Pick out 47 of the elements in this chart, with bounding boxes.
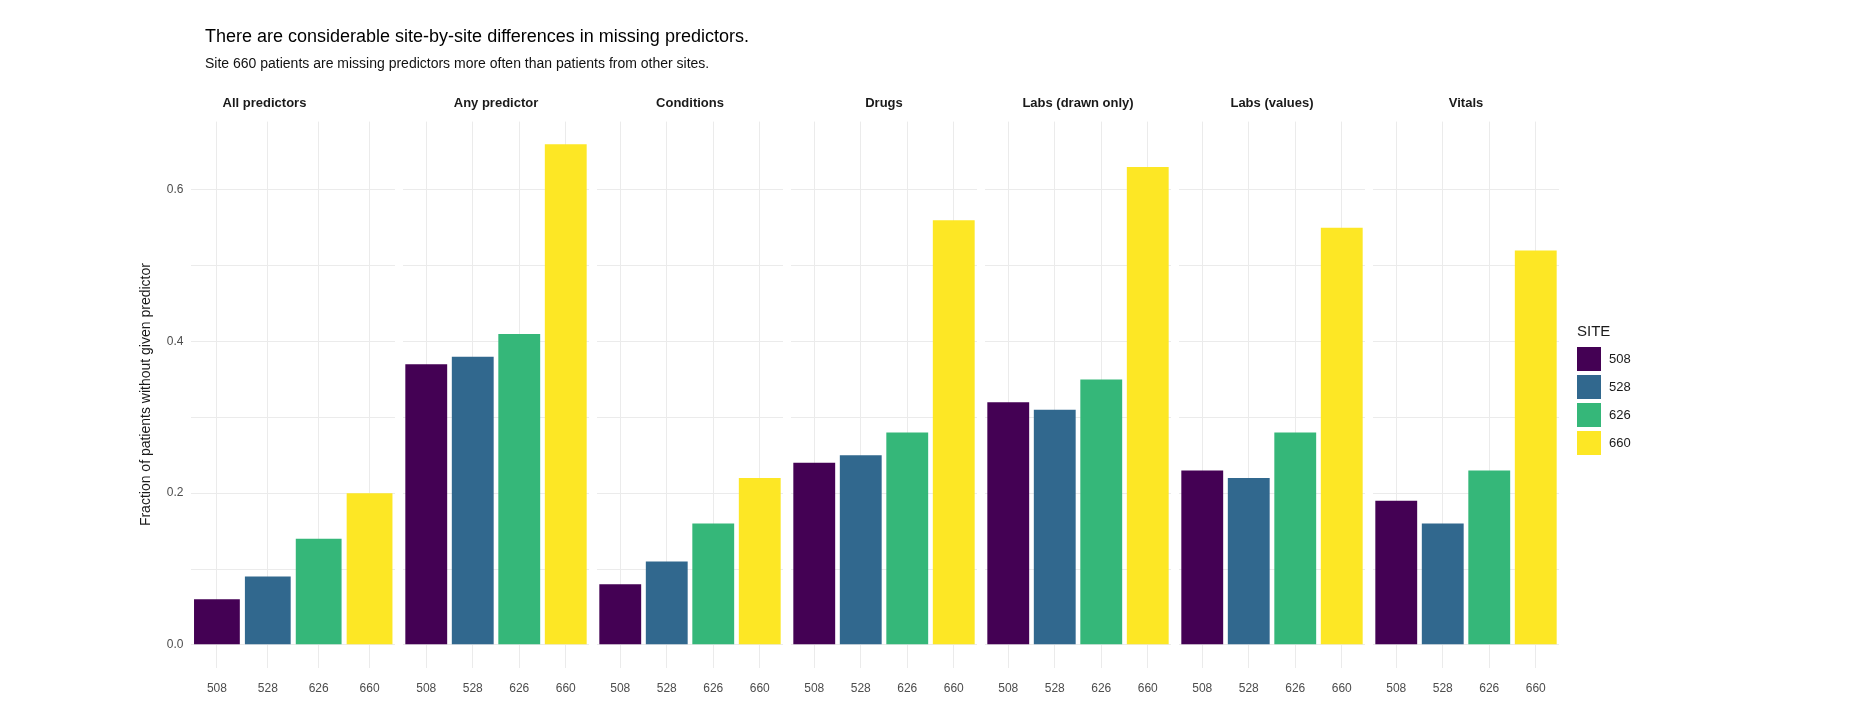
x-tick-label: 528 [1238,681,1260,696]
x-tick-label: 660 [1525,681,1547,696]
x-tick-label: 660 [1137,681,1159,696]
x-tick-label: 508 [206,681,228,696]
x-tick-label: 626 [897,681,918,696]
x-tick-label: 660 [749,681,771,696]
x-tick-label: 626 [509,681,530,696]
legend-label: 660 [1609,435,1631,450]
x-tick-label: 528 [462,681,484,696]
x-tick-label: 626 [308,681,330,696]
x-tick-label: 660 [1331,681,1353,696]
x-tick-label: 508 [998,681,1019,696]
x-tick-label: 508 [1192,681,1213,696]
x-tick-label: 660 [359,681,380,696]
x-tick-label: 528 [1432,681,1454,696]
legend-label: 528 [1609,379,1631,394]
x-tick-label: 508 [416,681,437,696]
chart-title: Any predictor [453,95,539,111]
y-tick-label: 0.0 [166,637,184,652]
legend-title: SITE [1577,321,1612,339]
y-tick-label: 0.2 [166,485,184,500]
x-tick-label: 660 [943,681,965,696]
x-tick-label: 660 [555,681,577,696]
x-tick-label: 626 [1091,681,1112,696]
legend-label: 508 [1609,351,1631,366]
chart-title: Labs (values) [1230,95,1314,111]
x-tick-label: 528 [1044,681,1066,696]
x-tick-label: 508 [610,681,631,696]
x-tick-label: 528 [257,681,279,696]
x-tick-label: 626 [703,681,724,696]
x-tick-label: 528 [850,681,872,696]
x-tick-label: 626 [1479,681,1500,696]
y-axis-title: Fraction of patients without given predictor [137,262,154,527]
text: There are considerable site-by-site differences in missing predictors. [205,26,749,47]
chart-title: Labs (drawn only) [1022,95,1134,111]
x-tick-label: 528 [656,681,678,696]
legend-label: 626 [1609,407,1631,422]
chart-title: All predictors [222,95,307,111]
chart-title: Conditions [656,95,724,111]
chart-title: Drugs [865,95,903,111]
x-tick-label: 508 [804,681,825,696]
chart-title: Vitals [1448,95,1484,111]
x-tick-label: 626 [1285,681,1306,696]
text: Site 660 patients are missing predictors more often than patients from other sites. [205,55,711,71]
y-tick-label: 0.4 [166,333,184,348]
x-tick-label: 508 [1386,681,1407,696]
y-tick-label: 0.6 [166,182,184,197]
